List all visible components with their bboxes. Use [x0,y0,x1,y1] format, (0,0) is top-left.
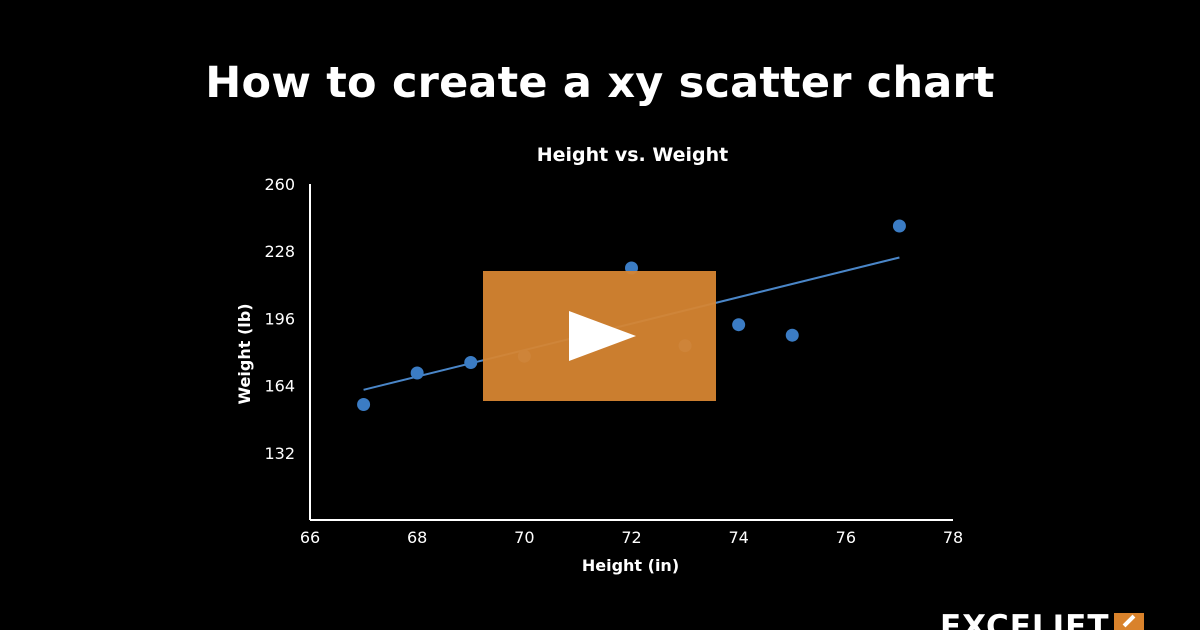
data-point [357,398,371,411]
y-axis-title: Weight (lb) [235,303,254,404]
y-tick-label: 164 [264,377,295,396]
x-tick-label: 72 [621,528,641,547]
play-icon [569,311,636,361]
play-button[interactable] [483,271,716,401]
exceljet-logo: EXCELJET [940,610,1144,630]
y-tick-label: 228 [264,242,295,261]
y-tick-label: 196 [264,309,295,328]
x-tick-label: 70 [514,528,534,547]
data-point [464,356,478,369]
y-tick-label: 132 [264,444,295,463]
data-point [732,318,746,332]
x-tick-label: 78 [943,528,963,547]
logo-text: EXCELJET [940,609,1110,630]
x-tick-label: 76 [836,528,856,547]
data-point [892,219,906,233]
video-title: How to create a xy scatter chart [205,58,995,108]
y-tick-label: 260 [264,175,295,194]
x-tick-label: 66 [300,528,320,547]
data-point [785,328,799,342]
x-axis-title: Height (in) [582,556,679,575]
data-point [410,366,424,380]
logo-mark-icon [1113,613,1144,630]
chart-title: Height vs. Weight [537,144,729,166]
x-tick-label: 74 [728,528,748,547]
x-tick-label: 68 [407,528,427,547]
